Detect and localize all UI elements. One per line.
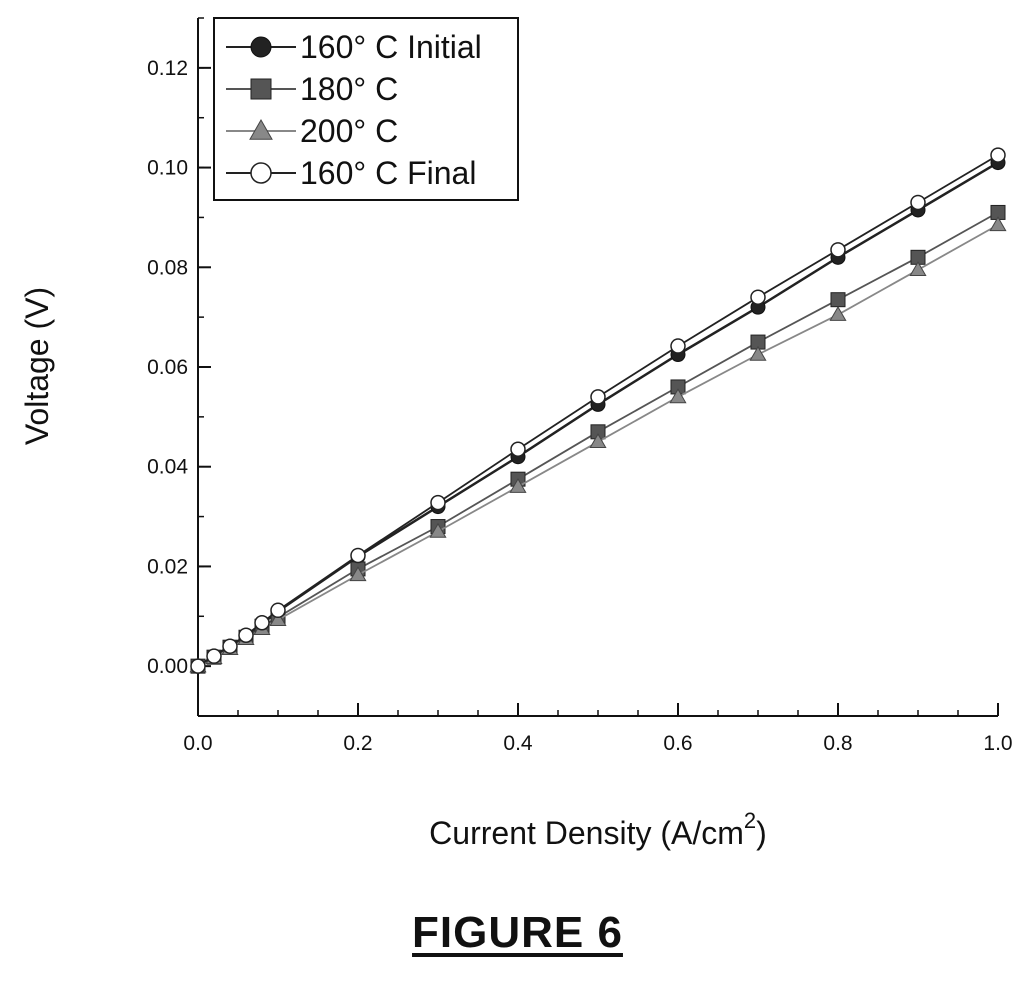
data-point — [589, 433, 607, 449]
legend-label: 160° C Initial — [300, 29, 482, 65]
legend-item: 160° C Initial — [226, 29, 482, 65]
legend-item: 180° C — [226, 71, 398, 107]
x-tick-label: 0.2 — [343, 732, 372, 755]
data-point — [222, 638, 238, 654]
data-point — [249, 118, 273, 140]
y-tick-label: 0.06 — [147, 356, 188, 379]
data-point — [254, 615, 270, 631]
y-tick-label: 0.02 — [147, 555, 188, 578]
data-point — [429, 522, 447, 538]
voltage-current-chart: 0.0 0.2 0.4 0.6 0.8 1.0 0.00 0.02 0.04 0.06 0.08 0.… — [19, 17, 1013, 851]
data-point — [670, 338, 686, 354]
axes: 0.0 0.2 0.4 0.6 0.8 1.0 0.00 0.02 0.04 0.06 0.08 0.… — [147, 17, 1013, 755]
y-tick-label: 0.04 — [147, 456, 188, 479]
y-axis-title: Voltage (V) — [19, 287, 55, 445]
x-tick-label: 0.6 — [663, 732, 692, 755]
y-tick-label: 0.10 — [147, 157, 188, 180]
data-point — [206, 648, 222, 664]
x-tick-label: 0.4 — [503, 732, 533, 755]
x-tick-label: 0.8 — [823, 732, 852, 755]
y-tick-label: 0.08 — [147, 256, 188, 279]
series-line — [197, 161, 999, 668]
data-point — [269, 611, 287, 627]
legend-item: 160° C Final — [226, 155, 476, 191]
x-tick-label: 0.0 — [183, 732, 212, 755]
data-point — [250, 36, 272, 58]
legend-label: 200° C — [300, 113, 398, 149]
figure-caption: FIGURE 6 — [412, 908, 623, 957]
legend: 160° C Initial 180° C 200° C 160° C Final — [213, 17, 519, 201]
data-point — [749, 345, 767, 361]
data-point — [830, 292, 846, 308]
data-point — [909, 261, 927, 277]
data-point — [190, 658, 206, 674]
series-layer — [189, 147, 1007, 674]
x-tick-label: 1.0 — [983, 732, 1012, 755]
data-point — [750, 289, 766, 305]
x-axis-title-main: Current Density (A/cm — [429, 815, 744, 851]
data-point — [910, 194, 926, 211]
data-point — [990, 147, 1006, 163]
data-point — [830, 242, 846, 258]
data-point — [430, 494, 446, 511]
x-axis-title: Current Density (A/cm2) — [429, 808, 767, 851]
x-axis-title-close: ) — [756, 815, 767, 851]
data-point — [270, 602, 286, 619]
data-point — [250, 78, 272, 100]
data-point — [350, 547, 366, 564]
y-tick-label: 0.12 — [147, 57, 188, 80]
series-3 — [189, 216, 1007, 673]
legend-label: 180° C — [300, 71, 398, 107]
legend-item: 200° C — [226, 113, 398, 149]
x-axis-title-superscript: 2 — [744, 808, 756, 833]
data-point — [349, 566, 367, 582]
legend-label: 160° C Final — [300, 155, 476, 191]
data-point — [238, 627, 254, 643]
data-point — [989, 216, 1007, 232]
data-point — [669, 388, 687, 404]
data-point — [510, 441, 526, 458]
y-tick-label: 0.00 — [147, 655, 188, 678]
series-4 — [190, 147, 1006, 674]
data-point — [250, 162, 272, 184]
data-point — [509, 477, 527, 493]
data-point — [590, 389, 606, 405]
data-point — [829, 305, 847, 321]
